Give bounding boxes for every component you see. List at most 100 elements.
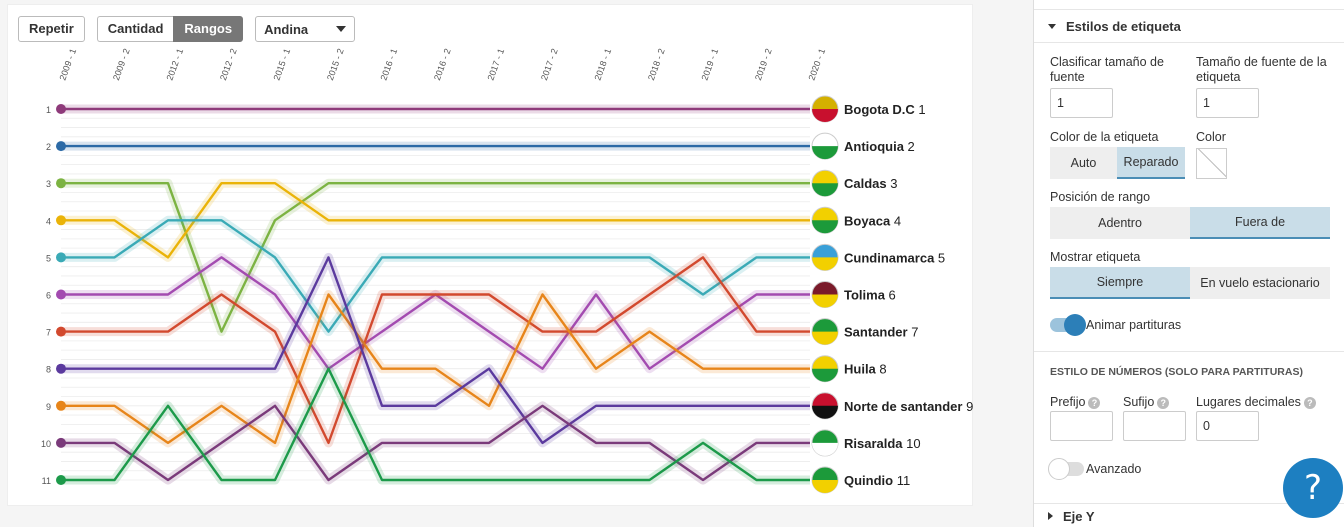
series-label: Tolima 6 [844,288,896,303]
font-size-input[interactable]: 1 [1196,88,1259,118]
x-tick-label: 2016 - 1 [378,47,399,81]
quantity-button[interactable]: Cantidad [96,16,174,42]
classify-size-label: Clasificar tamaño de fuente [1050,55,1164,84]
series-line [61,367,810,482]
series-start-dot [56,141,66,152]
series-line [61,404,810,482]
help-button[interactable]: ? [1283,458,1343,518]
series-label: Antioquia 2 [844,139,915,154]
region-select-value: Andina [264,21,309,37]
y-tick-label: 8 [46,365,51,375]
flag-icon [812,331,838,345]
y-tick-label: 1 [46,105,51,115]
replay-button[interactable]: Repetir [18,16,85,42]
decimals-input[interactable]: 0 [1196,411,1259,441]
flag-icon [812,146,838,160]
flag-icon [812,220,838,234]
color-label: Color [1196,130,1226,144]
mode-toggle: Cantidad Rangos [96,16,244,42]
flag-icon [812,183,838,197]
x-tick-label: 2019 - 2 [753,47,774,81]
rank-position-label: Posición de rango [1050,190,1151,204]
series-start-dot [56,437,66,448]
x-tick-label: 2012 - 2 [218,47,239,81]
series-line [61,256,810,445]
label-styles-header[interactable]: Estilos de etiqueta [1034,9,1344,43]
y-tick-label: 10 [41,439,51,449]
position-outside-toggle[interactable]: Fuera de [1190,207,1330,239]
series-start-dot [56,400,66,411]
series-label: Santander 7 [844,325,918,340]
series-label: Risaralda 10 [844,436,921,451]
y-tick-label: 9 [46,402,51,412]
series-start-dot [56,475,66,485]
advanced-switch[interactable] [1048,458,1084,480]
series-label: Huila 8 [844,362,887,377]
settings-panel: Estilos de etiqueta Clasificar tamaño de… [1033,0,1344,527]
x-tick-label: 2015 - 1 [271,47,292,81]
series-line [61,256,810,445]
x-tick-label: 2019 - 1 [699,47,720,81]
x-tick-label: 2018 - 2 [646,47,667,81]
help-icon[interactable]: ? [1088,396,1101,409]
series-start-dot [56,289,66,300]
classify-size-input[interactable]: 1 [1050,88,1113,118]
series-start-dot [56,326,66,337]
numbers-section-title: ESTILO DE NÚMEROS (SOLO PARA PARTITURAS) [1050,366,1303,378]
y-tick-label: 6 [46,291,51,301]
series-label: Cundinamarca 5 [844,250,945,265]
x-tick-label: 2016 - 2 [432,47,453,81]
y-tick-label: 11 [42,476,51,486]
x-tick-label: 2020 - 1 [806,47,827,81]
font-size-label: Tamaño de fuente de la etiqueta [1196,55,1327,84]
help-icon[interactable]: ? [1303,396,1316,409]
x-tick-label: 2018 - 1 [592,47,613,81]
series-start-dot [56,252,66,263]
animate-switch[interactable] [1050,314,1086,336]
label-color-label: Color de la etiqueta [1050,130,1159,144]
y-tick-label: 5 [46,253,51,263]
y-tick-label: 2 [46,142,51,152]
show-always-toggle[interactable]: Siempre [1050,267,1190,299]
prefix-label-text: Prefijo [1050,395,1086,409]
divider [1034,351,1344,352]
x-tick-label: 2017 - 2 [539,47,560,81]
flag-icon [812,368,838,382]
chart-controls: Repetir Cantidad Rangos Andina [18,16,356,42]
y-axis-header[interactable]: Eje Y [1034,503,1344,527]
ranks-button[interactable]: Rangos [173,16,244,42]
suffix-input[interactable] [1123,411,1186,441]
series-label: Bogota D.C 1 [844,102,926,117]
bump-chart: 2009 - 1 2009 - 2 2012 - 1 2012 - 2 2015 - 1… [41,47,973,494]
color-auto-toggle[interactable]: Auto [1050,147,1117,179]
show-label-label: Mostrar etiqueta [1050,250,1141,264]
series-start-dot [56,178,66,189]
x-tick-label: 2009 - 1 [57,47,78,81]
color-swatch[interactable] [1196,148,1227,179]
series-label: Caldas 3 [844,176,897,191]
color-fixed-toggle[interactable]: Reparado [1117,147,1185,179]
series-start-dot [56,363,66,374]
suffix-label: Sufijo? [1123,395,1170,410]
series-start-dot [56,215,66,226]
show-hover-toggle[interactable]: En vuelo estacionario [1190,267,1330,299]
label-styles-title: Estilos de etiqueta [1066,18,1181,34]
flag-icon [812,405,838,419]
caret-right-icon [1048,512,1053,520]
prefix-input[interactable] [1050,411,1113,441]
position-inside-toggle[interactable]: Adentro [1050,207,1190,239]
region-select[interactable]: Andina [255,16,356,42]
y-axis-title: Eje Y [1063,508,1095,524]
help-icon[interactable]: ? [1157,396,1170,409]
flag-icon [812,109,838,122]
series-start-dot [56,104,66,114]
flag-icon [812,480,838,493]
suffix-label-text: Sufijo [1123,395,1155,409]
y-tick-label: 3 [46,179,51,189]
x-tick-label: 2015 - 2 [325,47,346,81]
series-label: Quindio 11 [844,473,910,488]
switch-knob [1064,314,1086,336]
series-line [61,219,810,333]
decimals-label: Lugares decimales? [1196,395,1316,410]
